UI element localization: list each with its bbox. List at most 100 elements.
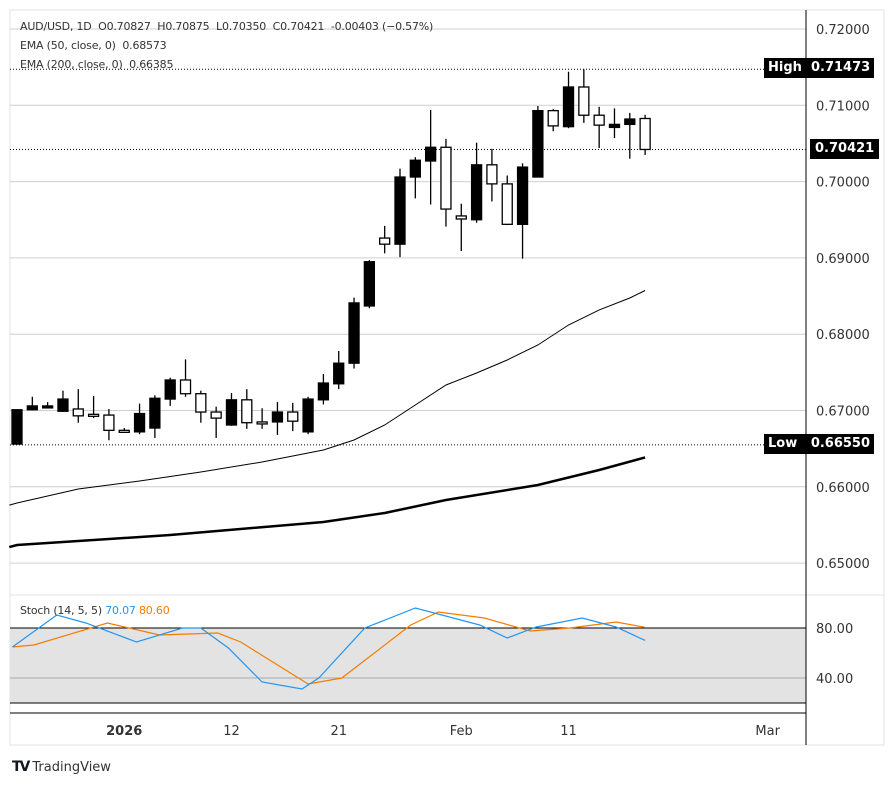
- candle: [26, 396, 38, 411]
- low-tag-value: 0.66550: [810, 436, 871, 451]
- candle-body: [624, 118, 636, 126]
- tradingview-branding[interactable]: TV TradingView: [12, 759, 111, 775]
- candle-body: [179, 379, 192, 395]
- y-tick-label: 0.65000: [816, 557, 870, 572]
- low-value: L0.70350: [216, 20, 267, 33]
- candle: [287, 402, 299, 432]
- ema200-legend: EMA (200, close, 0) 0.66385: [20, 58, 174, 71]
- candle: [241, 389, 253, 429]
- candle-body: [302, 398, 314, 433]
- candle-body: [225, 399, 238, 426]
- candle: [424, 109, 437, 205]
- symbol-legend: AUD/USD, 1D O0.70827 H0.70875 L0.70350 C…: [20, 20, 433, 33]
- x-tick-label: 21: [330, 724, 347, 739]
- y-tick-label: 0.66000: [816, 481, 870, 496]
- candle-body: [348, 302, 360, 364]
- stoch-tick-label: 80.00: [816, 622, 853, 637]
- candle: [486, 148, 498, 202]
- close-value: C0.70421: [272, 20, 325, 33]
- y-tick-label: 0.67000: [816, 405, 870, 420]
- candle: [195, 390, 207, 423]
- candle-body: [516, 166, 529, 225]
- candle: [57, 390, 69, 413]
- last-price-tag: 0.70421: [810, 139, 880, 159]
- change-value: -0.00403 (−0.57%): [330, 20, 434, 33]
- candle-body: [363, 261, 376, 307]
- candle: [578, 69, 590, 123]
- candle: [639, 114, 651, 155]
- high-tag-label: High: [768, 60, 802, 75]
- candle-body: [455, 215, 467, 220]
- symbol-label: AUD/USD, 1D: [20, 20, 92, 33]
- y-tick-label: 0.68000: [816, 328, 870, 343]
- x-tick-label: 2026: [106, 724, 142, 739]
- x-tick-label: Mar: [755, 724, 780, 739]
- candle-body: [394, 176, 406, 245]
- candle: [149, 395, 161, 438]
- candle: [164, 377, 176, 406]
- candle: [72, 389, 84, 423]
- y-tick-label: 0.69000: [816, 252, 870, 267]
- high-value: H0.70875: [157, 20, 210, 33]
- candle: [624, 112, 636, 159]
- candle-body: [271, 411, 284, 423]
- candle-body: [149, 397, 161, 429]
- candle-body: [118, 429, 130, 433]
- candle: [87, 396, 100, 419]
- x-tick-label: 11: [560, 724, 577, 739]
- candle: [363, 260, 376, 309]
- candle: [333, 350, 345, 390]
- ema200-line: [8, 456, 646, 549]
- chart-frame: [9, 9, 885, 746]
- x-tick-label: Feb: [450, 724, 473, 739]
- candle: [256, 408, 268, 429]
- candle: [608, 108, 621, 139]
- candle-body: [333, 362, 345, 385]
- candle: [348, 297, 360, 369]
- stoch-k-line: [12, 607, 646, 690]
- ema50-line: [9, 290, 646, 506]
- candle-body: [11, 409, 23, 445]
- y-tick-label: 0.72000: [816, 23, 870, 38]
- candle: [210, 406, 222, 438]
- candle: [532, 106, 544, 178]
- stoch-d-line: [12, 611, 646, 685]
- candle-body: [317, 382, 330, 401]
- candle: [133, 403, 146, 435]
- candle-body: [486, 164, 498, 185]
- candle-body: [608, 123, 621, 129]
- open-value: O0.70827: [98, 20, 151, 33]
- candle-body: [72, 408, 84, 417]
- candle-body: [593, 114, 605, 126]
- candle: [118, 428, 130, 433]
- candle-body: [256, 421, 268, 425]
- x-tick-label: 12: [223, 724, 240, 739]
- stoch-d-value: 80.60: [139, 604, 170, 617]
- ema50-legend: EMA (50, close, 0) 0.68573: [20, 39, 167, 52]
- stoch-tick-label: 40.00: [816, 672, 853, 687]
- candle-body: [532, 109, 544, 178]
- candle: [41, 402, 54, 409]
- low-tag: Low 0.66550: [764, 434, 875, 454]
- stoch-k-value: 70.07: [105, 604, 136, 617]
- candle: [271, 402, 284, 435]
- high-tag-value: 0.71473: [810, 60, 871, 75]
- candle-body: [409, 159, 421, 178]
- candle: [179, 359, 192, 397]
- candle: [470, 142, 483, 223]
- candle: [302, 396, 314, 435]
- candle: [225, 392, 238, 426]
- y-tick-label: 0.70000: [816, 176, 870, 191]
- candle: [11, 409, 23, 445]
- candle-body: [195, 393, 207, 413]
- candle-body: [424, 146, 437, 162]
- candle-body: [440, 146, 452, 210]
- candle-body: [241, 399, 253, 424]
- stoch-legend: Stoch (14, 5, 5) 70.07 80.60: [20, 604, 170, 617]
- candle-body: [133, 412, 146, 433]
- candle-body: [639, 117, 651, 151]
- candle: [379, 225, 391, 254]
- candle-body: [210, 411, 222, 419]
